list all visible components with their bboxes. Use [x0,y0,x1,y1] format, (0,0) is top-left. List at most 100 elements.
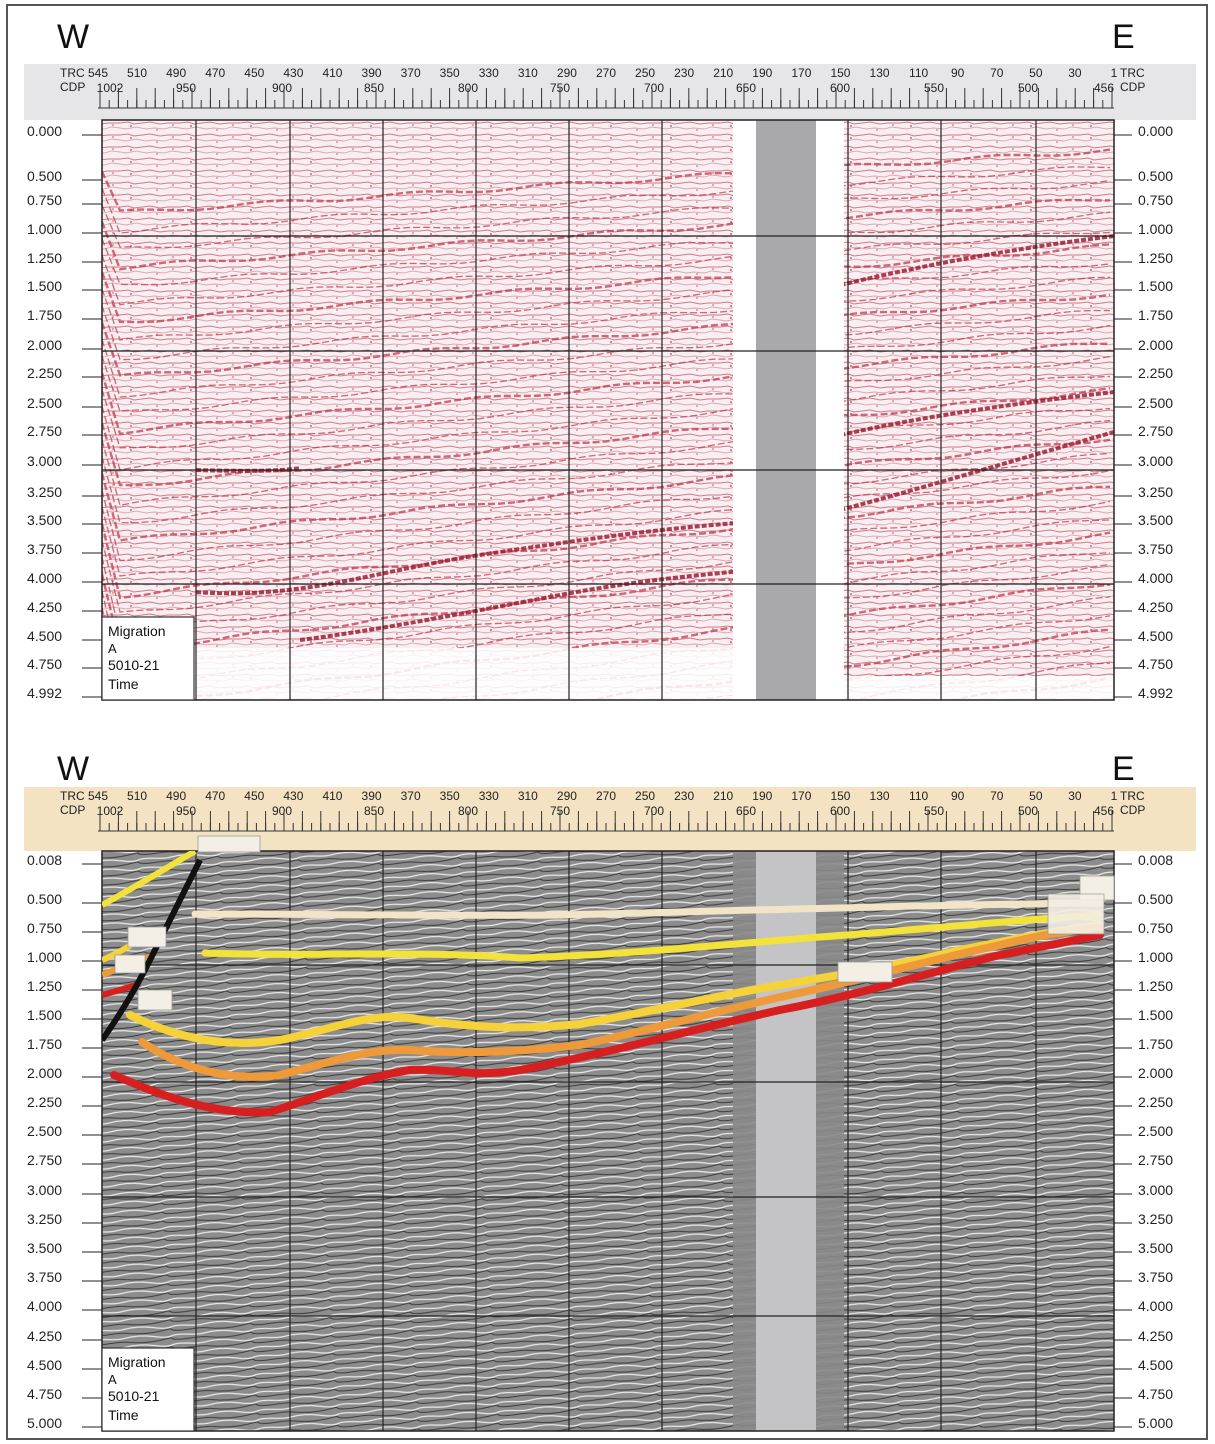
trc-tick-label: 250 [635,789,655,803]
reflector-band [102,342,1111,436]
time-label: 0.008 [27,852,62,868]
trc-tick-label: 270 [596,789,616,803]
cdp-tick-label: 900 [272,804,292,818]
trc-tick-label: 390 [362,66,382,80]
time-label: 1.000 [1138,221,1173,237]
trc-tick-label: 430 [283,66,303,80]
time-label: 0.750 [27,192,62,208]
trc-tick-label: 210 [713,789,733,803]
trc-tick-label: 510 [127,789,147,803]
cdp-tick-label: 500 [1018,81,1038,95]
reflector-band [102,166,1111,234]
time-label: 3.500 [1138,512,1173,528]
grid-lines [101,119,1115,701]
horizon-yellow-west [102,851,197,908]
time-label: 4.250 [27,599,62,615]
time-label: 3.500 [27,1240,62,1256]
time-label: 0.008 [1138,852,1173,868]
cdp-tick-label: 950 [176,804,196,818]
trc-tick-label: 130 [870,789,890,803]
trc-tick-label: 370 [401,66,421,80]
time-label: 2.250 [1138,365,1173,381]
trc-tick-label: 250 [635,66,655,80]
fault-line [102,858,203,1042]
trc-label: TRC [60,66,85,80]
time-label: 3.000 [27,1182,62,1198]
info-line: A [108,1372,117,1387]
trc-tick-label: 30 [1068,789,1082,803]
time-label: 4.250 [1138,1328,1173,1344]
trc-label: TRC [1120,789,1145,803]
trc-tick-label: 270 [596,66,616,80]
no-data-margin-left [733,120,756,700]
horizon-red [110,931,1104,1117]
time-label: 1.500 [1138,1007,1173,1023]
pick-marker [137,989,173,1011]
trc-tick-label: 190 [752,789,772,803]
time-label: 4.750 [27,1386,62,1402]
info-line: Migration [108,623,166,639]
data-border [101,119,1115,701]
trc-tick-label: 450 [244,66,264,80]
reflector-band [102,375,1111,471]
reflector-band [102,438,1111,542]
horizon-cream [191,899,1104,919]
trc-tick-label: 70 [990,789,1004,803]
trc-tick-label: 50 [1029,789,1043,803]
data-gap [756,120,816,700]
time-label: 1.250 [27,978,62,994]
cdp-label: CDP [1120,80,1145,94]
reflector-band [102,324,1111,412]
time-label: 3.250 [27,484,62,500]
trc-tick-label: 1 [1111,66,1118,80]
info-line: Time [108,1407,139,1423]
time-axis-left: 0.000 0.500 0.750 1.000 1.250 1.500 1.750 2.000… [27,123,102,701]
trc-tick-label: 330 [479,66,499,80]
time-label: 0.750 [27,920,62,936]
trc-tick-label: 110 [909,789,928,803]
time-label: 2.500 [27,395,62,411]
trc-label: TRC [60,789,85,803]
cdp-tick-label: 900 [272,81,292,95]
cdp-tick-label: 950 [176,81,196,95]
info-box [101,616,195,701]
cdp-tick-label: 850 [364,804,384,818]
trc-tick-label: 30 [1068,66,1082,80]
trc-tick-label: 450 [244,789,264,803]
info-line: 5010-21 [108,657,160,673]
time-axis-right: 0.008 0.500 0.750 1.000 1.250 1.500 1.750 2.000… [1114,852,1173,1431]
time-label: 2.500 [27,1123,62,1139]
time-label: 4.750 [27,656,62,672]
reflector-band [102,231,1111,306]
cdp-tick-label: 650 [736,81,756,95]
time-label: 2.250 [27,1094,62,1110]
west-label-bottom: W [57,750,90,788]
time-label: 3.000 [27,453,62,469]
time-label: 4.500 [27,628,62,644]
reflector-band [102,198,1111,271]
cdp-tick-label: 456 [1094,804,1114,818]
time-label: 2.000 [27,1065,62,1081]
time-label: 2.250 [27,365,62,381]
trc-tick-label: 410 [322,789,342,803]
trc-tick-label: 190 [752,66,772,80]
time-label: 1.750 [27,1036,62,1052]
trc-tick-label: 310 [518,789,538,803]
reflector-band [102,148,1111,212]
time-label: 3.750 [1138,1269,1173,1285]
time-label: 1.250 [27,250,62,266]
time-label: 1.500 [27,1007,62,1023]
strong-reflector [819,390,1114,442]
reflector-band [102,179,1111,249]
time-label: 1.250 [1138,978,1173,994]
time-label: 4.000 [27,1298,62,1314]
cdp-tick-label: 550 [924,804,944,818]
cdp-tick-label: 650 [736,804,756,818]
east-label-top: E [1112,18,1135,56]
trc-tick-label: 430 [283,789,303,803]
trc-tick-label: 50 [1029,66,1043,80]
trc-tick-label: 470 [205,789,225,803]
